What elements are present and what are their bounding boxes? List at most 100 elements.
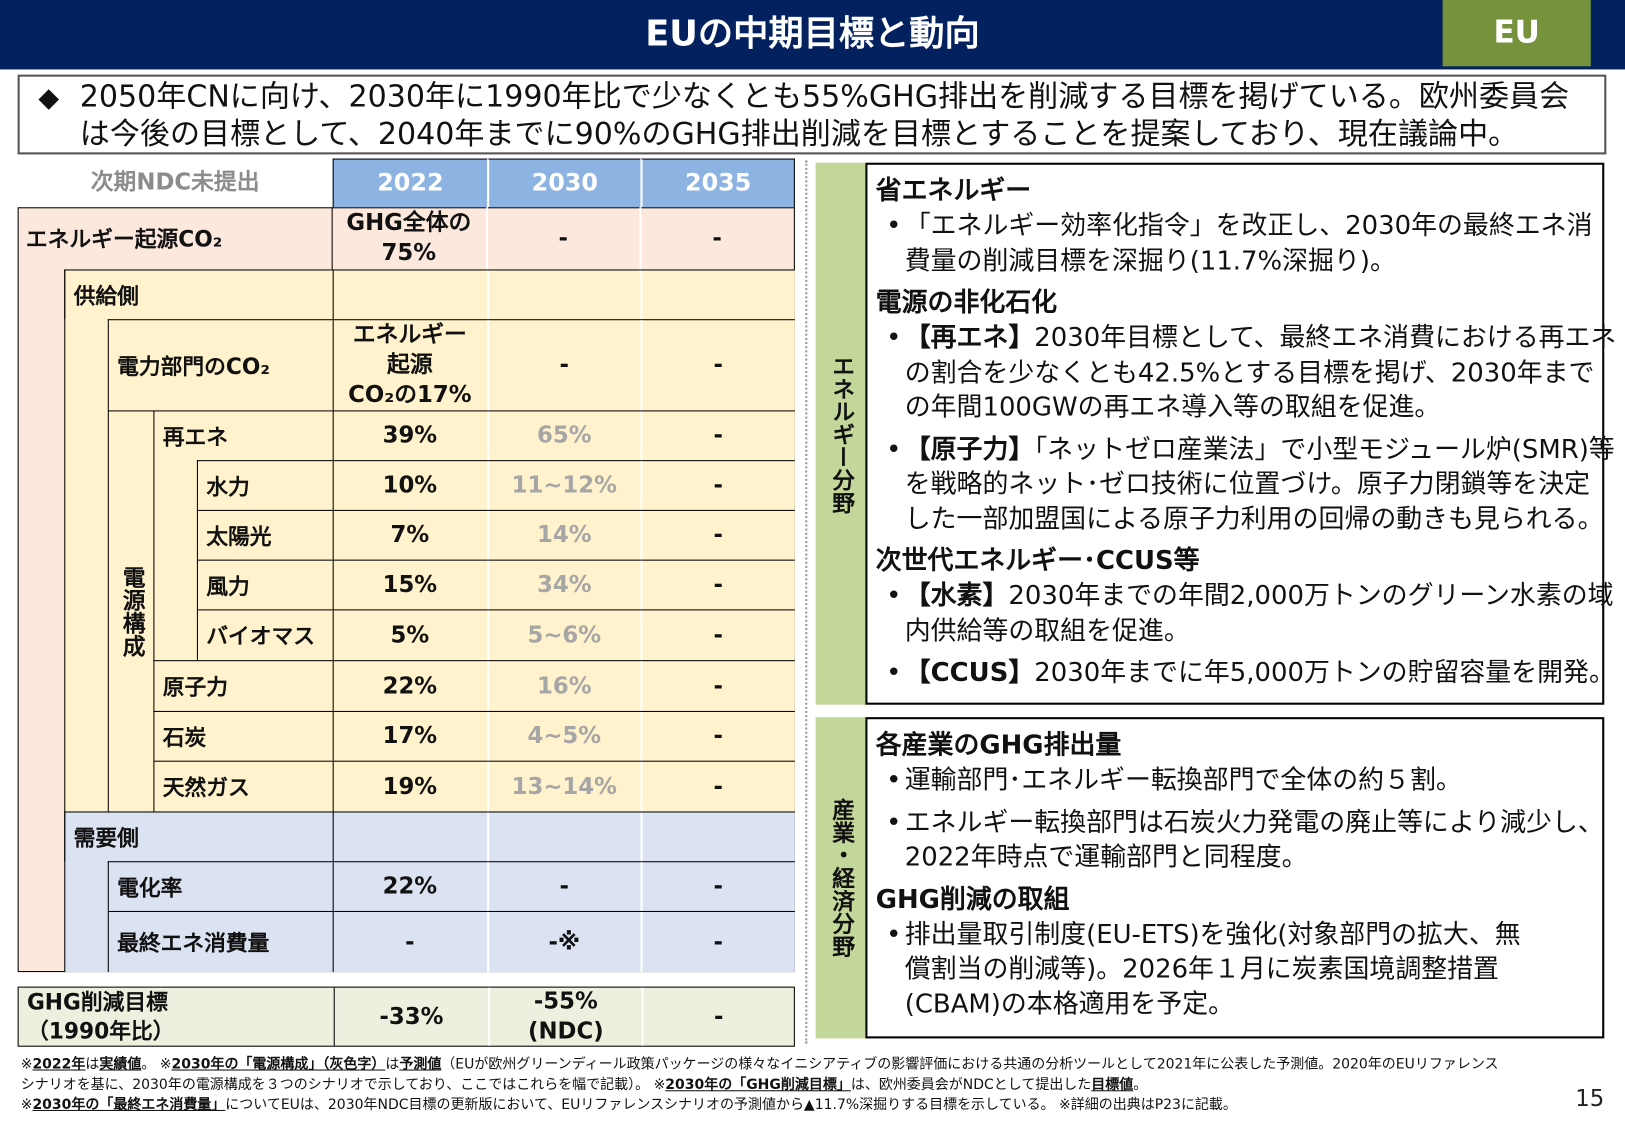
footnote-segment: 2022年 <box>32 1056 86 1073</box>
cell-2035: - <box>639 862 794 911</box>
footnote-segment: は <box>385 1056 400 1073</box>
row-label: 再エネ <box>162 424 228 450</box>
bullet-text: 2030年までの年間2,000万トンのグリーン水素の域 <box>1008 580 1614 611</box>
page-number: 15 <box>1575 1086 1605 1113</box>
section-heading: GHG削減の取組 <box>875 883 1070 914</box>
bullet-icon: • <box>886 580 902 611</box>
cell-2035: - <box>639 761 794 812</box>
cell-2022: 39% <box>332 411 486 461</box>
bullet-line: の年間100GWの再エネ導入等の取組を促進。 <box>905 390 1594 425</box>
bullet-item: • 【原子力】「ネットゼロ産業法」で小型モジュール炉(SMR)等 を戦略的ネット･ゼ… <box>876 432 1615 536</box>
power-mix-group-label: 電源構成 <box>107 410 154 812</box>
table-row: 水力 10% 11~12% - <box>196 460 795 510</box>
table-row: 原子力 22% 16% - <box>153 660 795 711</box>
bullet-line: 内供給等の取組を促進。 <box>905 613 1594 648</box>
bullet-icon: • <box>886 806 902 837</box>
footnote-line: シナリオを基に、2030年の電源構成を３つのシナリオで示しており、ここではこれら… <box>21 1075 1576 1095</box>
cell-2035: - <box>641 987 794 1046</box>
cell-2030 <box>486 270 640 320</box>
cell-2030: 4~5% <box>486 711 640 761</box>
section-heading: 次世代エネルギー･CCUS等 <box>875 545 1200 576</box>
panel-side-label: エネルギー分野 <box>815 162 866 705</box>
cell-2022: 22% <box>332 661 486 711</box>
cell-2022: - <box>332 911 486 973</box>
bullet-line: した一部加盟国による原子力利用の回帰の動きも見られる。 <box>905 501 1604 536</box>
row-label: 風力 <box>206 573 250 599</box>
bullet-item: • 【CCUS】2030年までに年5,000万トンの貯留容量を開発。 <box>876 655 1615 690</box>
cell-2030: -55% (NDC) <box>488 987 641 1046</box>
row-label: 原子力 <box>162 674 228 700</box>
table-row: 電力部門のCO₂ エネルギー 起源 CO₂の17% - - <box>107 319 795 411</box>
bullet-icon: • <box>886 433 902 464</box>
cell-2022: -33% <box>333 987 488 1046</box>
section-heading: 省エネルギー <box>875 175 1032 206</box>
bullet-text: エネルギー転換部門は石炭火力発電の廃止等により減少し、 <box>904 806 1604 837</box>
cell-2030: -※ <box>486 911 640 973</box>
diamond-icon: ◆ <box>38 82 60 114</box>
column-header-2022: 2022 <box>332 158 488 208</box>
cell-2035: - <box>639 411 794 461</box>
bullet-line: の割合を少なくとも42.5%とする目標を掲げ、2030年まで <box>905 355 1595 390</box>
bullet-line: 【再エネ】2030年目標として、最終エネ消費における再エネ <box>904 320 1617 355</box>
table-row: 需要側 <box>64 811 795 862</box>
bullet-text: を戦略的ネット･ゼロ技術に位置づけ。原子力閉鎖等を決定 <box>904 468 1591 499</box>
bullet-icon: • <box>886 657 902 688</box>
cell-2030: - <box>485 207 639 270</box>
bullet-text: 費量の削減目標を深掘り(11.7%深掘り)。 <box>904 245 1396 276</box>
bullet-item: • 【再エネ】2030年目標として、最終エネ消費における再エネ の割合を少なくとも4… <box>876 320 1617 425</box>
bullet-line: 2022年時点で運輸部門と同程度。 <box>905 839 1594 874</box>
cell-2035: - <box>639 661 794 711</box>
cell-2022: 7% <box>332 510 486 560</box>
bullet-line: 運輸部門･エネルギー転換部門で全体の約５割。 <box>905 763 1594 798</box>
cell-2035: - <box>639 610 794 661</box>
bullet-text: 「ネットゼロ産業法」で小型モジュール炉(SMR)等 <box>1034 433 1615 464</box>
bullet-prefix: 【再エネ】 <box>904 322 1035 353</box>
bullet-icon: • <box>886 210 902 241</box>
bullet-item: • 【水素】2030年までの年間2,000万トンのグリーン水素の域 内供給等の取組を… <box>876 578 1614 648</box>
bullet-text: 2022年時点で運輸部門と同程度。 <box>904 841 1308 872</box>
cell-2022: 22% <box>332 862 486 911</box>
bullet-line: 償割当の削減等)。2026年１月に炭素国境調整措置 <box>905 951 1594 986</box>
demand-group <box>64 811 795 973</box>
summary-line: 2050年CNに向け、2030年に1990年比で少なくとも55%GHG排出を削減… <box>79 78 1570 114</box>
cell-2022: エネルギー 起源 CO₂の17% <box>332 320 486 411</box>
cell-2022: 19% <box>332 761 486 812</box>
divider <box>805 160 808 1044</box>
cell-2035 <box>639 812 794 862</box>
cell-2035 <box>639 270 794 320</box>
footnote-segment: 。 ※ <box>141 1056 172 1073</box>
supply-group <box>64 269 795 812</box>
cell-2022 <box>332 812 486 862</box>
bullet-line: 【水素】2030年までの年間2,000万トンのグリーン水素の域 <box>905 578 1614 613</box>
row-label: 水力 <box>206 474 250 500</box>
bullet-line: 【原子力】「ネットゼロ産業法」で小型モジュール炉(SMR)等 <box>905 432 1615 467</box>
row-label: 供給側 <box>73 283 139 309</box>
cell-2030: 65% <box>486 411 640 461</box>
bullet-text: (CBAM)の本格適用を予定。 <box>904 988 1235 1019</box>
panel-side-label: 産業・経済分野 <box>815 717 866 1039</box>
bullet-icon: • <box>886 764 902 795</box>
table-row: 太陽光 7% 14% - <box>196 509 795 560</box>
bullet-text: の年間100GWの再エネ導入等の取組を促進。 <box>904 391 1441 422</box>
bullet-icon: • <box>886 918 902 949</box>
row-label: 石炭 <box>162 724 207 750</box>
bullet-line: 「エネルギー効率化指令」を改正し、2030年の最終エネ消 <box>905 208 1594 243</box>
bullet-line: エネルギー転換部門は石炭火力発電の廃止等により減少し、 <box>905 805 1604 840</box>
cell-2022: 5% <box>332 610 486 661</box>
row-label: 最終エネ消費量 <box>117 930 270 956</box>
footnote-line: ※2022年は実績値。 ※2030年の「電源構成」（灰色字）は予測値（EUが欧州… <box>21 1055 1576 1075</box>
footnote-segment: 2030年の「最終エネ消費量」 <box>32 1096 226 1114</box>
table-row: バイオマス 5% 5~6% - <box>196 609 795 661</box>
bullet-line: 排出量取引制度(EU-ETS)を強化(対象部門の拡大、無 <box>905 917 1594 952</box>
table-row: 供給側 <box>64 269 795 320</box>
bullet-text: 償割当の削減等)。2026年１月に炭素国境調整措置 <box>904 953 1499 984</box>
cell-2030: 5~6% <box>486 610 640 661</box>
bullet-text: 「エネルギー効率化指令」を改正し、2030年の最終エネ消 <box>904 210 1593 241</box>
cell-2035: - <box>639 461 794 510</box>
bullet-item: • 「エネルギー効率化指令」を改正し、2030年の最終エネ消 費量の削減目標を深掘り… <box>876 208 1594 277</box>
row-label: バイオマス <box>206 623 316 649</box>
footnote-segment: 目標値 <box>1091 1076 1134 1093</box>
bullet-line: 【CCUS】2030年までに年5,000万トンの貯留容量を開発。 <box>905 655 1615 690</box>
summary-line: は今後の目標として、2040年までに90%のGHG排出削減を目標とすることを提案… <box>79 116 1519 152</box>
